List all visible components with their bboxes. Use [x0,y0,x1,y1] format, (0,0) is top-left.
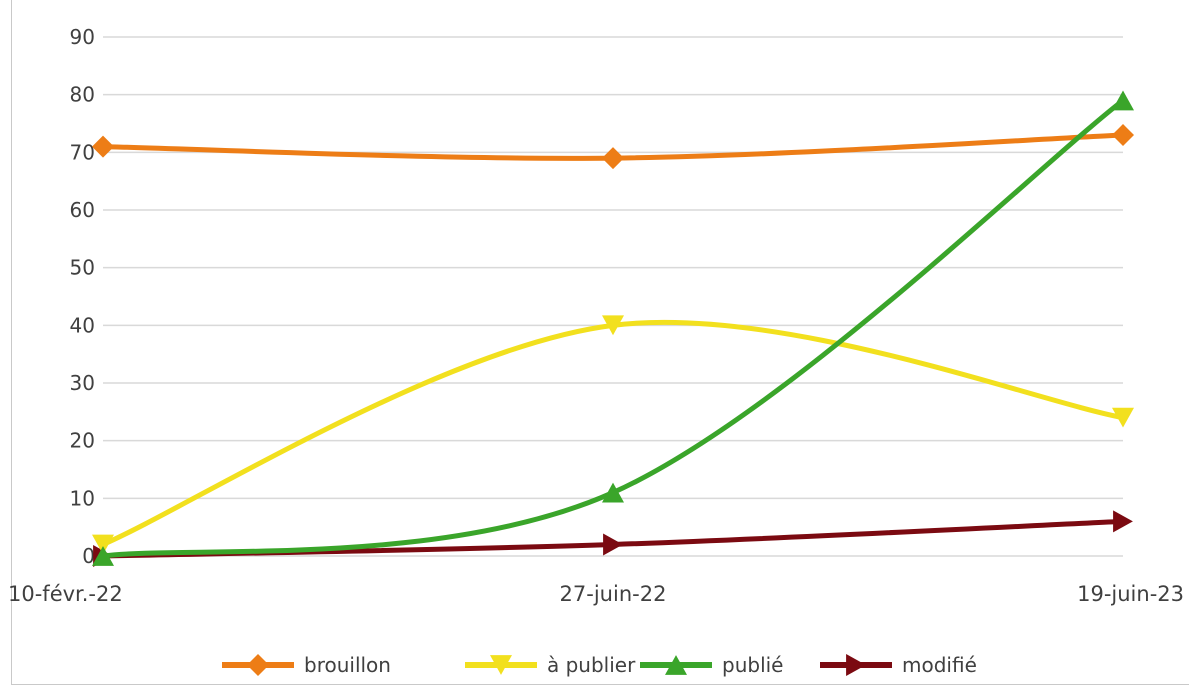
y-tick-label: 40 [70,313,95,337]
series-line [100,319,1126,547]
data-point [92,534,114,555]
series-1 [92,315,1134,555]
y-tick-label: 80 [70,83,95,107]
y-tick-label: 10 [70,486,95,510]
data-point [1112,90,1134,111]
legend-label: à publier [547,653,636,677]
data-point [1112,407,1134,428]
legend-marker [665,655,687,675]
data-point [1113,510,1133,533]
series-3 [93,510,1133,567]
legend: brouillon à publier publié modifié [222,653,977,677]
plot-area [92,90,1134,567]
x-tick-label: 19-juin-23 [1077,582,1184,606]
data-point [603,533,623,556]
y-tick-label: 20 [70,429,95,453]
legend-label: publié [722,653,783,677]
data-point [1112,124,1134,147]
legend-label: modifié [902,653,977,677]
data-point [602,147,624,170]
y-axis-ticks: 0 10 20 30 40 50 60 70 80 90 [70,25,95,568]
legend-marker [846,654,866,676]
y-tick-label: 50 [70,256,95,280]
y-tick-label: 60 [70,198,95,222]
legend-item: brouillon [222,653,391,677]
data-point [602,315,624,336]
legend-item: à publier [465,653,636,677]
data-point [602,482,624,503]
data-point [92,135,114,158]
legend-item: modifié [820,653,977,677]
x-tick-label: 10-févr.-22 [8,582,123,606]
series-2 [92,90,1134,566]
y-tick-label: 30 [70,371,95,395]
y-tick-label: 70 [70,140,95,164]
x-tick-label: 27-juin-22 [560,582,667,606]
series-0 [92,124,1134,170]
y-tick-label: 90 [70,25,95,49]
legend-item: publié [640,653,783,677]
legend-marker [247,654,269,676]
series-line [100,97,1126,559]
data-point [92,546,114,566]
y-tick-label: 0 [82,544,95,568]
legend-marker [490,655,512,675]
x-axis-ticks: 10-févr.-22 27-juin-22 19-juin-23 [8,582,1184,606]
gridlines [103,36,1123,557]
legend-label: brouillon [304,653,391,677]
